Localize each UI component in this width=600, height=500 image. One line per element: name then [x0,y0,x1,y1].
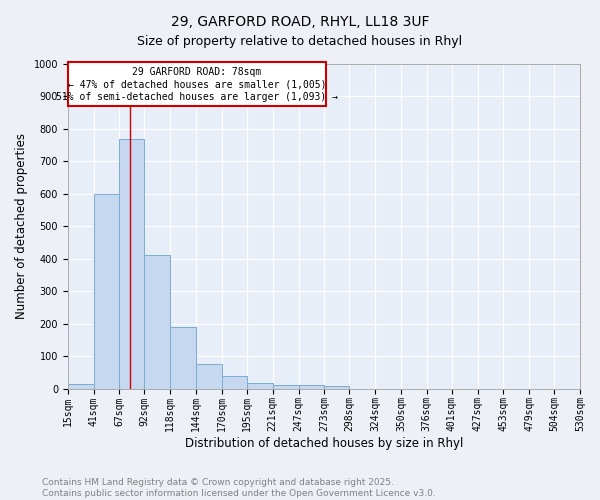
Bar [145,256,170,388]
Bar [325,386,349,388]
Text: 51% of semi-detached houses are larger (1,093) →: 51% of semi-detached houses are larger (… [56,92,338,102]
Text: 29 GARFORD ROAD: 78sqm: 29 GARFORD ROAD: 78sqm [133,67,262,77]
Bar [68,384,94,388]
Bar [247,382,272,388]
Text: Size of property relative to detached houses in Rhyl: Size of property relative to detached ho… [137,35,463,48]
X-axis label: Distribution of detached houses by size in Rhyl: Distribution of detached houses by size … [185,437,463,450]
Bar [196,364,222,388]
Bar [272,384,299,388]
Bar [119,138,145,388]
Bar [299,384,325,388]
Y-axis label: Number of detached properties: Number of detached properties [15,134,28,320]
Bar [94,194,119,388]
Text: 29, GARFORD ROAD, RHYL, LL18 3UF: 29, GARFORD ROAD, RHYL, LL18 3UF [171,15,429,29]
Text: ← 47% of detached houses are smaller (1,005): ← 47% of detached houses are smaller (1,… [68,80,326,90]
Bar [170,327,196,388]
FancyBboxPatch shape [68,62,326,106]
Bar [222,376,247,388]
Text: Contains HM Land Registry data © Crown copyright and database right 2025.
Contai: Contains HM Land Registry data © Crown c… [42,478,436,498]
